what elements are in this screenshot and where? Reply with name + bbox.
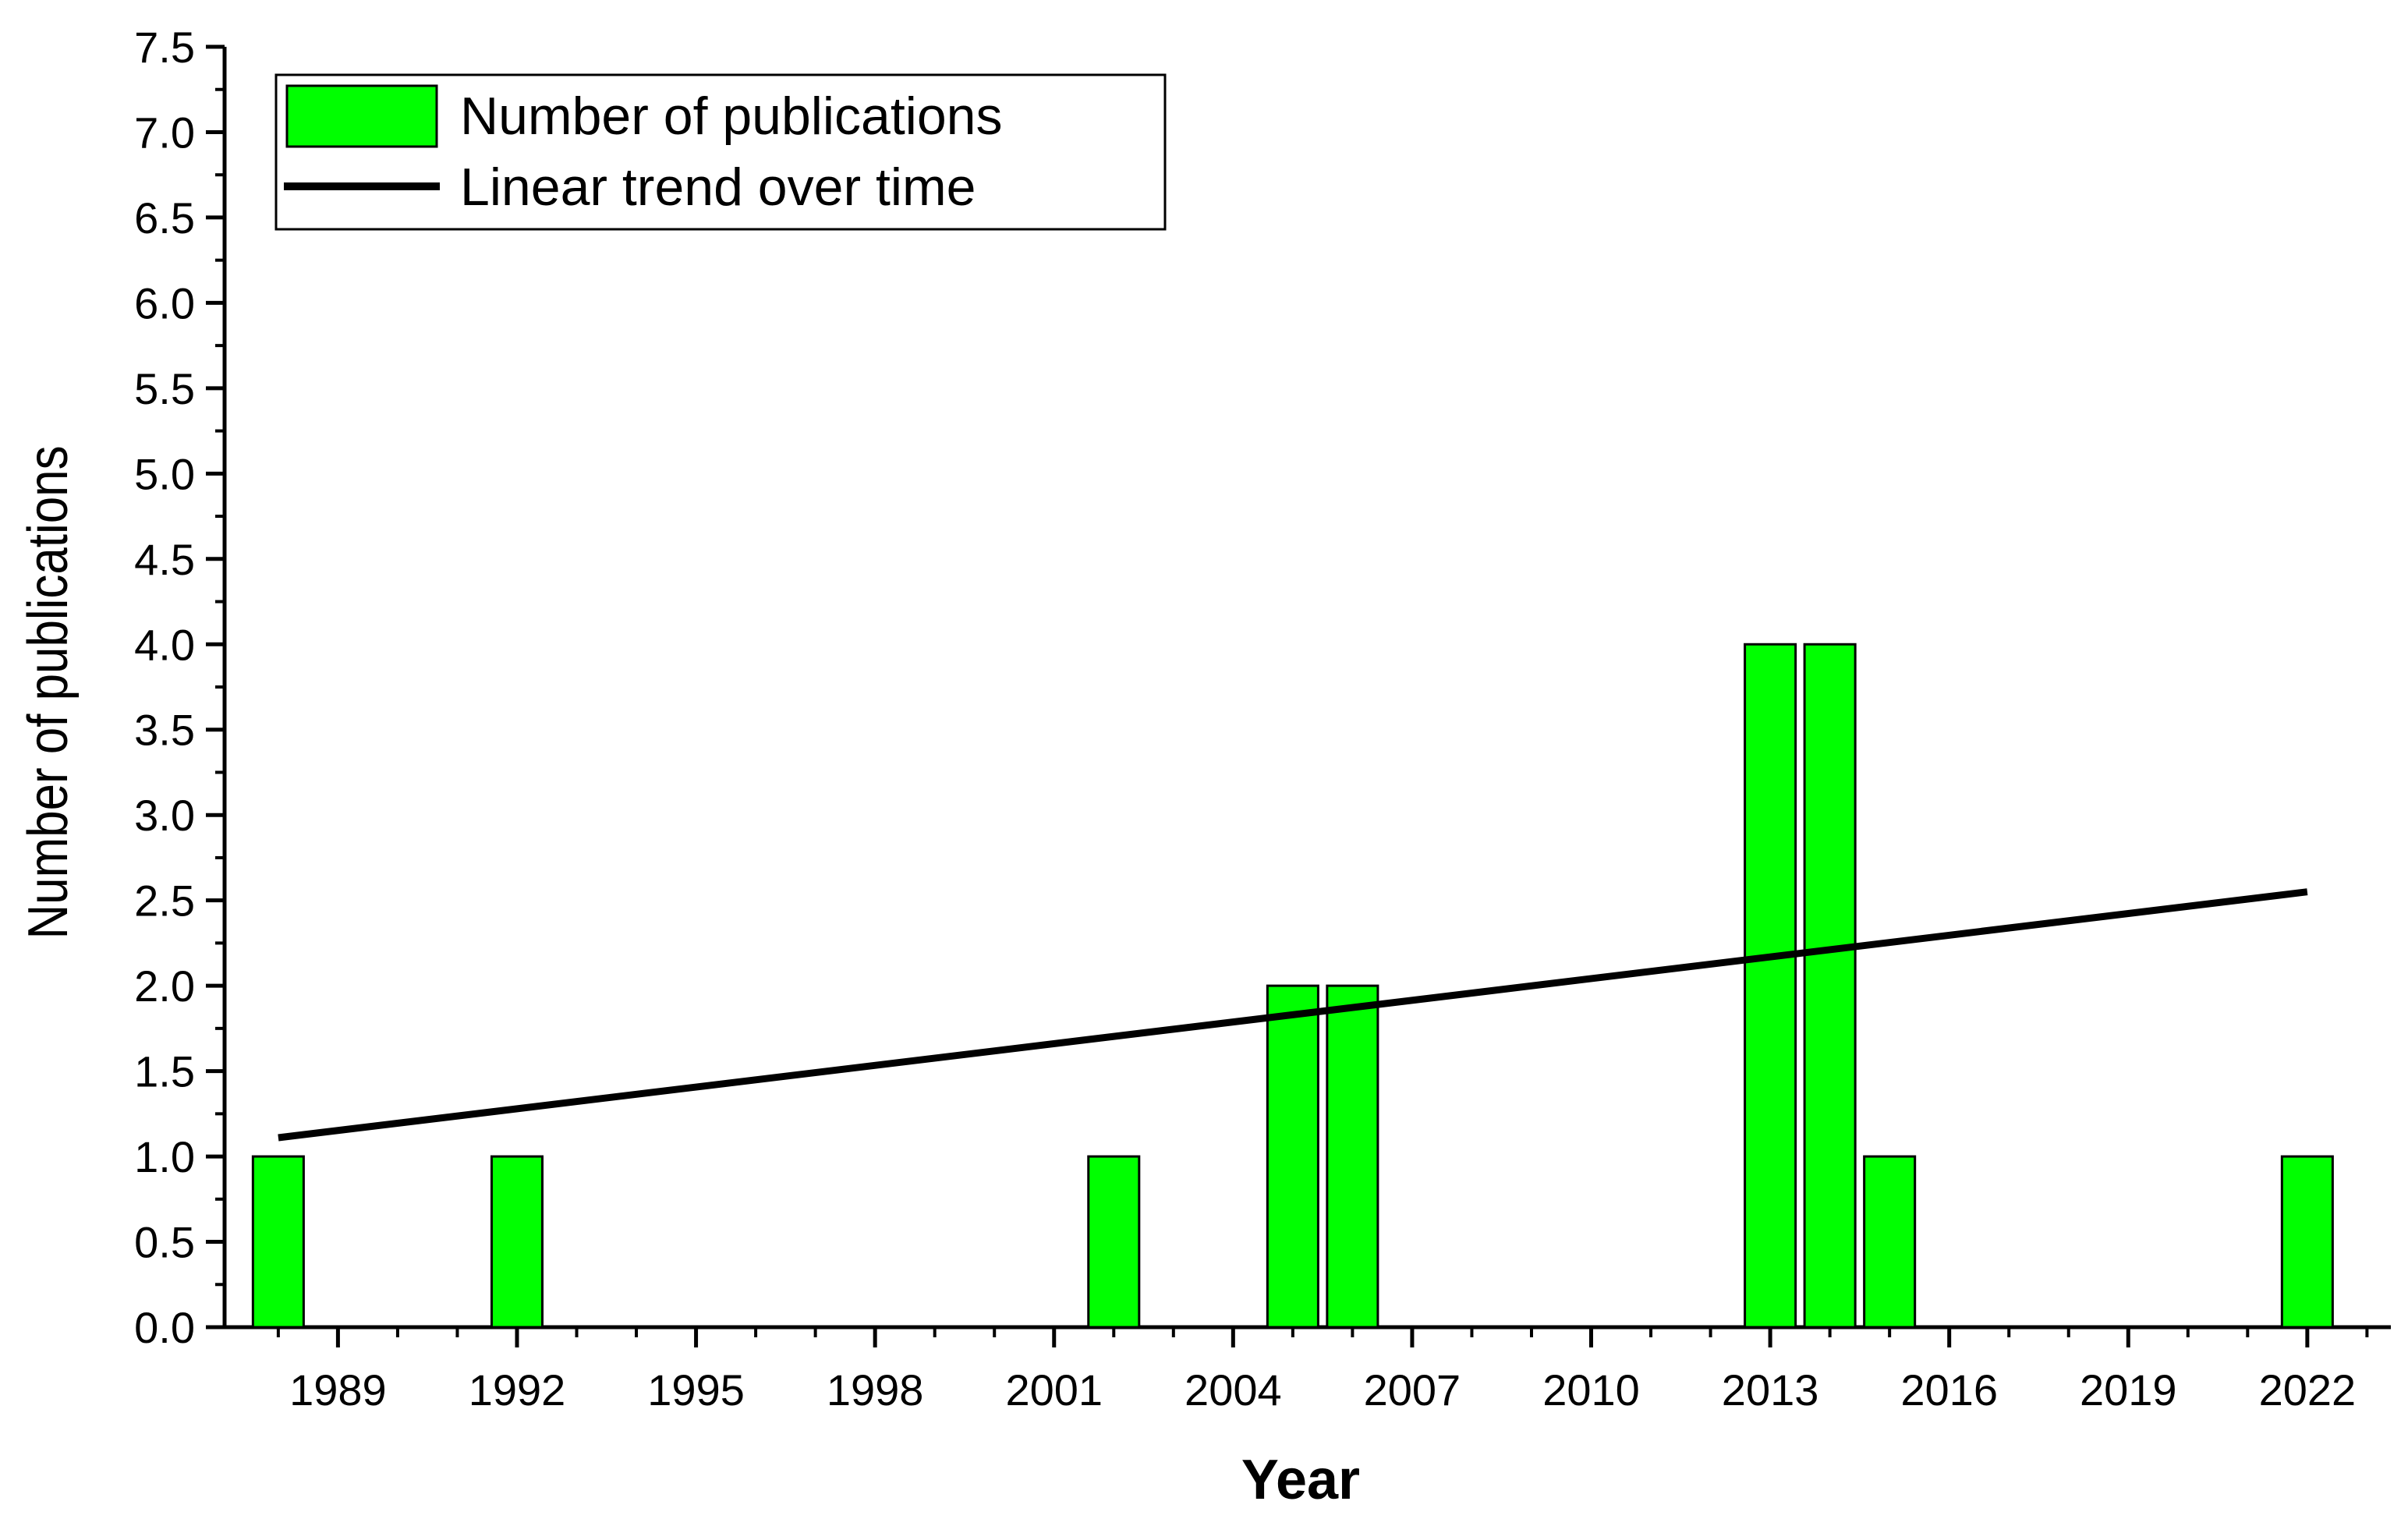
axes [206, 44, 2391, 1347]
x-tick-label: 2010 [1542, 1365, 1640, 1415]
x-tick-label: 2019 [2080, 1365, 2177, 1415]
y-tick-label: 2.5 [134, 876, 195, 926]
y-tick-label: 0.5 [134, 1218, 195, 1267]
x-tick-label: 1989 [289, 1365, 387, 1415]
x-tick-label: 2016 [1900, 1365, 1998, 1415]
x-tick-label: 1995 [647, 1365, 745, 1415]
bar [490, 1155, 544, 1329]
y-axis-title: Number of publications [17, 445, 80, 939]
x-tick-label: 2013 [1722, 1365, 1819, 1415]
bar [1803, 643, 1857, 1329]
trend-line [278, 888, 2308, 1142]
x-tick-label: 2004 [1185, 1365, 1282, 1415]
trend-line-layer [278, 888, 2308, 1142]
y-tick-label: 3.0 [134, 791, 195, 840]
y-tick-label: 7.0 [134, 108, 195, 157]
bar [251, 1155, 305, 1329]
bar [2280, 1155, 2334, 1329]
legend-label-line: Linear trend over time [460, 158, 976, 217]
y-tick-label: 7.5 [134, 23, 195, 72]
y-tick-labels: 0.0 0.5 1.0 1.5 2.0 2.5 3.0 3.5 4.0 4.5 5.0 5.5 6.0 6… [134, 23, 195, 1352]
x-tick-label: 2022 [2259, 1365, 2357, 1415]
y-tick-label: 1.0 [134, 1132, 195, 1181]
bar [1326, 984, 1379, 1329]
bar [1087, 1155, 1141, 1329]
legend-label-bar: Number of publications [460, 87, 1002, 146]
y-tick-label: 1.5 [134, 1047, 195, 1096]
bars [251, 643, 2334, 1329]
x-tick-labels: 1989 1992 1995 1998 2001 2004 2007 2010 2013 2016… [289, 1365, 2356, 1415]
x-tick-label: 1998 [827, 1365, 924, 1415]
y-tick-label: 6.5 [134, 193, 195, 243]
y-tick-label: 2.0 [134, 961, 195, 1011]
x-tick-label: 2001 [1005, 1365, 1103, 1415]
y-tick-label: 5.0 [134, 449, 195, 498]
x-axis-title: Year [1241, 1449, 1360, 1511]
y-tick-label: 4.0 [134, 620, 195, 669]
x-tick-label: 2007 [1364, 1365, 1461, 1415]
legend-swatch-bar [285, 84, 438, 148]
bar [1266, 984, 1319, 1329]
x-tick-label: 1992 [469, 1365, 566, 1415]
bar [1863, 1155, 1917, 1329]
legend: Number of publications Linear trend over… [274, 73, 1167, 231]
y-tick-label: 5.5 [134, 364, 195, 413]
bar [1744, 643, 1797, 1329]
y-tick-label: 3.5 [134, 706, 195, 755]
y-tick-label: 0.0 [134, 1303, 195, 1352]
y-tick-label: 6.0 [134, 278, 195, 328]
y-tick-label: 4.5 [134, 535, 195, 584]
